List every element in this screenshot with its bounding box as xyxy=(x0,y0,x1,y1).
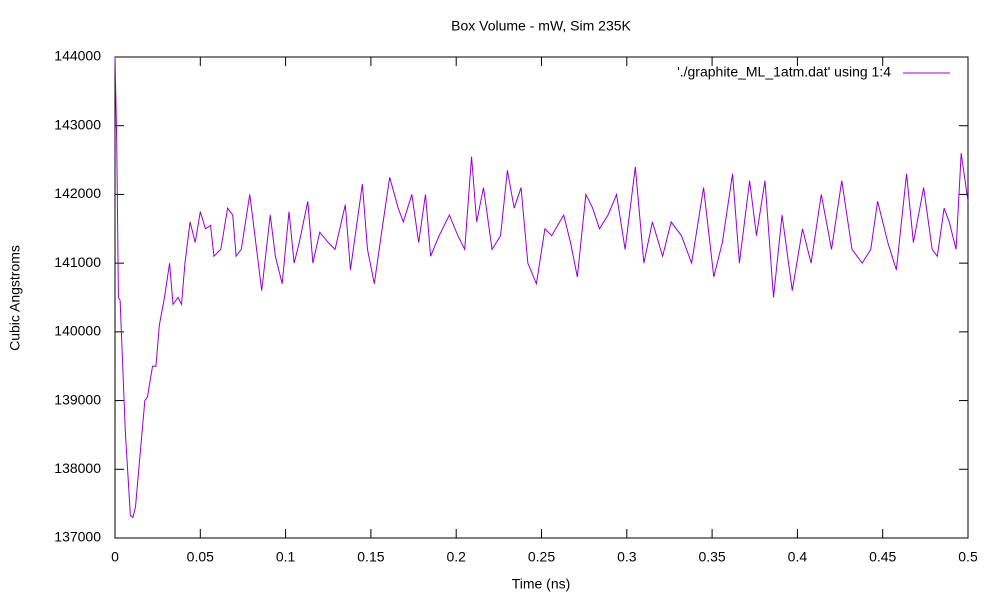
x-tick-label: 0.45 xyxy=(869,549,896,565)
x-tick-label: 0.05 xyxy=(187,549,214,565)
plot-frame xyxy=(114,56,969,539)
y-tick-label: 138000 xyxy=(54,460,101,476)
y-tick-label: 142000 xyxy=(54,185,101,201)
legend-label: './graphite_ML_1atm.dat' using 1:4 xyxy=(677,64,891,80)
x-tick-label: 0.3 xyxy=(617,549,637,565)
x-tick-label: 0.35 xyxy=(698,549,725,565)
x-tick-label: 0.5 xyxy=(958,549,978,565)
y-axis-label: Cubic Angstroms xyxy=(7,245,23,351)
data-line xyxy=(114,56,969,519)
chart-title: Box Volume - mW, Sim 235K xyxy=(451,18,631,34)
y-tick-label: 141000 xyxy=(54,254,101,270)
y-tick-label: 140000 xyxy=(54,323,101,339)
x-tick-label: 0.25 xyxy=(528,549,555,565)
x-tick-label: 0 xyxy=(111,549,119,565)
x-tick-label: 0.1 xyxy=(276,549,296,565)
x-tick-label: 0.15 xyxy=(357,549,384,565)
y-tick-label: 137000 xyxy=(54,529,101,545)
y-tick-label: 143000 xyxy=(54,116,101,132)
x-axis-label: Time (ns) xyxy=(512,576,571,592)
y-tick-label: 144000 xyxy=(54,48,101,64)
y-tick-label: 139000 xyxy=(54,391,101,407)
x-tick-label: 0.2 xyxy=(446,549,466,565)
x-tick-label: 0.4 xyxy=(788,549,808,565)
